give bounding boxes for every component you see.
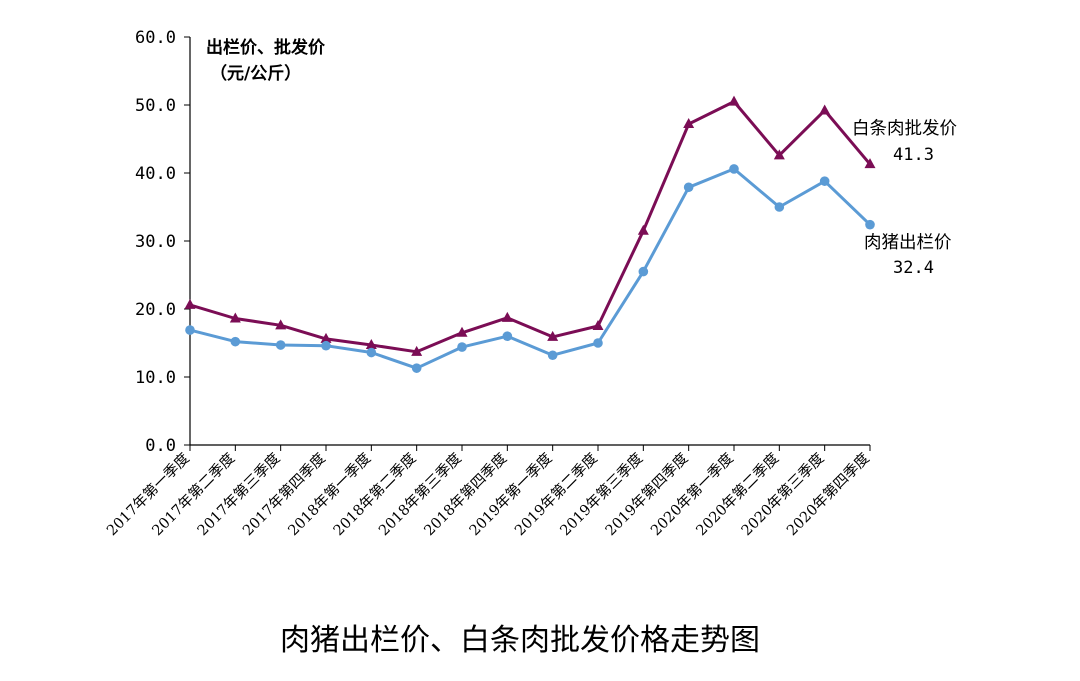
- y-ticks: 0.0 10.0 20.0 30.0 40.0 50.0 60.0: [135, 28, 190, 456]
- series-label-hog: 肉猪出栏价: [864, 233, 952, 253]
- series-marker-1: [457, 342, 467, 352]
- series-marker-1: [366, 347, 377, 358]
- series-marker-0: [773, 149, 785, 160]
- series-marker-1: [185, 325, 195, 335]
- chart-title: 肉猪出栏价、白条肉批发价格走势图: [280, 623, 760, 658]
- series-marker-0: [592, 320, 604, 330]
- series-value-hog: 32.4: [893, 258, 934, 278]
- y-tick-label: 60.0: [135, 28, 176, 48]
- x-tick-label: 2019年第四季度: [601, 449, 691, 539]
- x-tick-label: 2020年第四季度: [783, 449, 873, 539]
- series-value-wholesale: 41.3: [893, 145, 934, 165]
- series-marker-1: [683, 182, 694, 193]
- series-marker-1: [774, 202, 785, 212]
- y-axis-label-line1: 出栏价、批发价: [206, 37, 326, 58]
- x-tick-label: 2020年第二季度: [692, 449, 782, 539]
- y-tick-label: 10.0: [135, 368, 176, 388]
- series-marker-1: [638, 266, 649, 277]
- series-marker-1: [321, 340, 331, 351]
- series-label-wholesale: 白条肉批发价: [852, 119, 957, 139]
- x-tick-label: 2018年第三季度: [375, 449, 465, 539]
- series-marker-0: [683, 118, 695, 129]
- series-marker-0: [320, 332, 332, 343]
- series-marker-0: [547, 330, 559, 341]
- series-marker-0: [728, 95, 740, 106]
- series-marker-1: [230, 336, 241, 347]
- x-tick-label: 2018年第二季度: [329, 449, 419, 539]
- x-tick-label: 2017年第二季度: [148, 449, 238, 539]
- series-line-1: [189, 167, 872, 370]
- series-marker-0: [365, 339, 377, 350]
- x-tick-label: 2020年第三季度: [737, 449, 827, 539]
- y-tick-label: 0.0: [145, 436, 176, 456]
- series-marker-1: [593, 338, 603, 348]
- x-tick-label: 2017年第四季度: [239, 449, 329, 539]
- y-tick-label: 30.0: [135, 232, 176, 252]
- y-tick-label: 50.0: [135, 96, 176, 116]
- series-marker-1: [547, 350, 558, 361]
- x-tick-label: 2017年第三季度: [193, 449, 283, 539]
- series-layer: [184, 95, 876, 373]
- series-marker-0: [819, 104, 831, 115]
- x-tick-label: 2017年第一季度: [103, 449, 193, 539]
- series-marker-0: [501, 311, 513, 322]
- series-marker-1: [729, 164, 739, 174]
- series-marker-0: [637, 224, 649, 235]
- axes: [189, 37, 870, 446]
- x-tick-label: 2018年第一季度: [284, 449, 374, 539]
- x-ticks: 2017年第一季度2017年第二季度2017年第三季度2017年第四季度2018…: [103, 445, 873, 539]
- series-line-0: [189, 100, 872, 354]
- series-marker-0: [456, 326, 468, 337]
- series-marker-0: [411, 345, 423, 356]
- series-marker-1: [411, 363, 422, 373]
- x-tick-label: 2020年第一季度: [647, 449, 737, 539]
- series-marker-1: [502, 331, 513, 342]
- series-marker-0: [184, 298, 196, 309]
- series-marker-1: [275, 340, 286, 350]
- x-tick-label: 2019年第三季度: [556, 449, 646, 539]
- series-marker-1: [865, 219, 875, 230]
- series-marker-0: [229, 312, 241, 323]
- series-marker-0: [864, 158, 876, 169]
- x-tick-label: 2019年第二季度: [511, 449, 601, 539]
- y-tick-label: 20.0: [135, 300, 176, 320]
- y-tick-label: 40.0: [135, 164, 176, 184]
- y-axis-label-line2: （元/公斤）: [210, 63, 301, 84]
- series-marker-0: [275, 319, 287, 330]
- series-marker-1: [819, 176, 830, 186]
- x-tick-label: 2018年第四季度: [420, 449, 510, 539]
- x-tick-label: 2019年第一季度: [465, 449, 555, 539]
